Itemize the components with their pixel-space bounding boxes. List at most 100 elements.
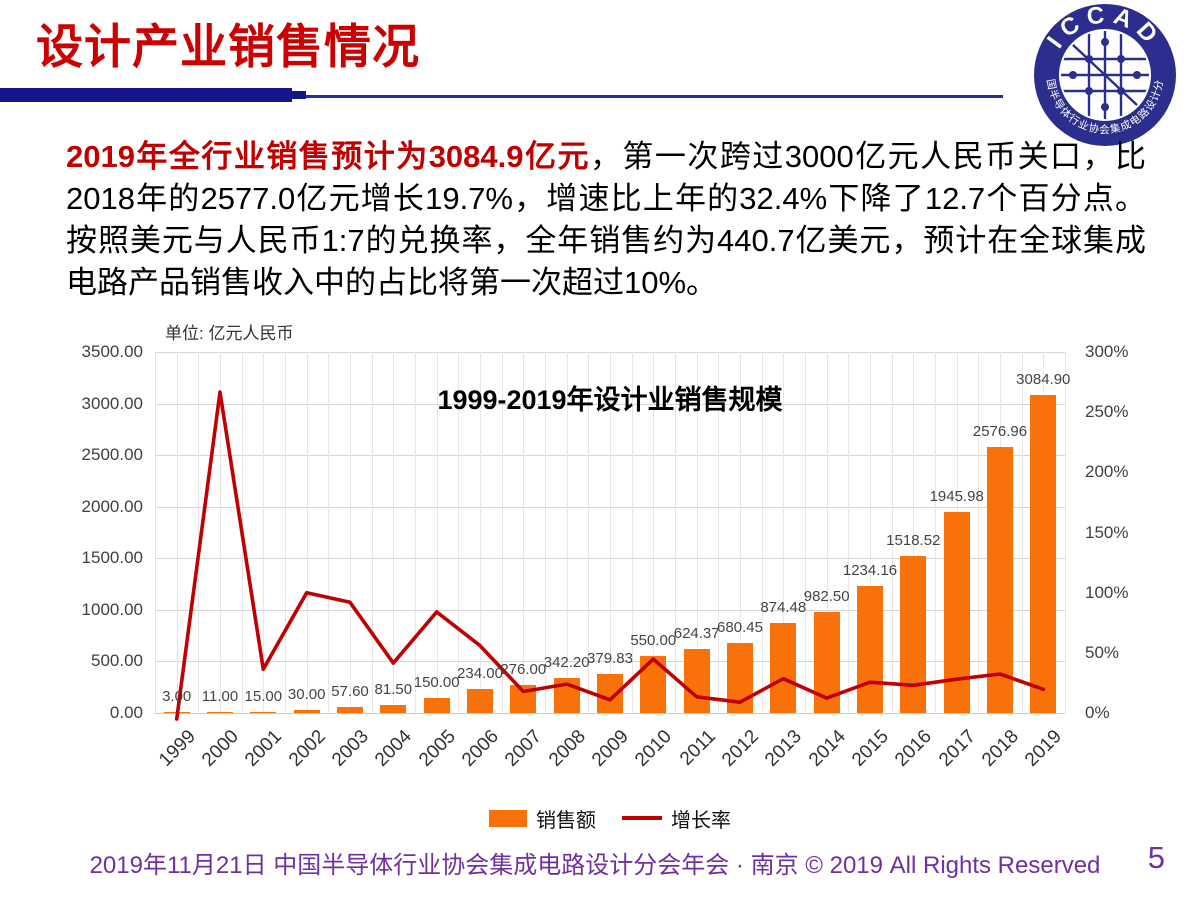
sales-bar bbox=[987, 447, 1013, 713]
sales-bar bbox=[727, 642, 753, 713]
sales-bar bbox=[683, 648, 710, 713]
title-divider-step bbox=[292, 91, 306, 99]
v-gridline bbox=[393, 352, 395, 713]
x-axis-year-label: 2002 bbox=[284, 726, 330, 771]
v-gridline bbox=[328, 352, 330, 713]
x-axis-year-label: 2016 bbox=[891, 726, 937, 771]
logo-circuit-dots bbox=[1069, 38, 1141, 111]
right-axis-tick: 250% bbox=[1085, 402, 1129, 422]
v-gridline bbox=[220, 352, 221, 713]
v-gridline bbox=[761, 352, 763, 713]
bar-value-label: 1945.98 bbox=[929, 488, 984, 506]
sales-bar bbox=[163, 712, 190, 713]
x-axis-year-label: 2001 bbox=[241, 726, 287, 771]
v-gridline bbox=[371, 352, 373, 713]
body-highlight-text: 2019年全行业销售预计为3084.9亿元 bbox=[66, 139, 590, 174]
v-gridline bbox=[415, 352, 416, 713]
x-axis-year-label: 2018 bbox=[978, 726, 1023, 771]
sales-bar bbox=[1030, 394, 1057, 713]
title-divider-thin bbox=[306, 95, 1003, 98]
v-gridline bbox=[458, 352, 460, 713]
legend-sales-label: 销售额 bbox=[536, 809, 596, 832]
body-paragraph: 2019年全行业销售预计为3084.9亿元，第一次跨过3000亿元人民币关口，比… bbox=[66, 136, 1146, 305]
x-axis-year-label: 2003 bbox=[328, 726, 373, 771]
v-gridline bbox=[523, 352, 525, 713]
sales-bar bbox=[857, 585, 883, 713]
x-axis-year-label: 2009 bbox=[588, 726, 633, 771]
sales-bar bbox=[510, 684, 537, 713]
legend-item-growth: 增长率 bbox=[622, 804, 731, 833]
sales-bar bbox=[207, 711, 233, 713]
sales-bar bbox=[900, 556, 927, 713]
left-axis-tick: 3500.00 bbox=[81, 342, 143, 361]
left-axis-tick: 3000.00 bbox=[81, 393, 143, 413]
footer-text: 2019年11月21日 中国半导体行业协会集成电路设计分会年会 · 南京 © 2… bbox=[89, 852, 1101, 879]
sales-bar bbox=[597, 673, 623, 713]
page-number: 5 bbox=[1147, 840, 1165, 875]
title-divider-thick bbox=[0, 88, 292, 102]
x-axis-year-label: 2013 bbox=[761, 726, 807, 771]
bar-value-label: 2576.96 bbox=[972, 423, 1028, 441]
v-gridline bbox=[675, 352, 676, 713]
sales-bar bbox=[770, 622, 797, 713]
x-axis-year-label: 2008 bbox=[544, 726, 590, 771]
iccad-logo: ICCAD 中国半导体行业协会集成电路设计分会 bbox=[1026, 2, 1176, 146]
bar-value-label: 1518.52 bbox=[886, 532, 941, 550]
bar-value-label: 3084.90 bbox=[1016, 370, 1071, 388]
x-axis-year-label: 2012 bbox=[718, 726, 763, 771]
v-gridline bbox=[285, 352, 286, 713]
v-gridline bbox=[176, 352, 178, 713]
bar-value-label: 680.45 bbox=[717, 618, 763, 636]
v-gridline bbox=[241, 352, 243, 713]
legend-growth-label: 增长率 bbox=[671, 809, 731, 832]
chart-legend: 销售额 增长率 bbox=[155, 804, 1065, 832]
bar-value-label: 379.83 bbox=[587, 649, 633, 667]
v-gridline bbox=[155, 352, 156, 713]
x-axis-year-label: 2007 bbox=[501, 726, 547, 771]
v-gridline bbox=[480, 352, 481, 713]
bar-value-label: 1234.16 bbox=[842, 561, 898, 579]
right-axis-tick: 200% bbox=[1085, 462, 1129, 482]
sales-swatch-icon bbox=[489, 809, 527, 827]
v-gridline bbox=[1065, 352, 1066, 713]
v-gridline bbox=[805, 352, 806, 713]
left-axis-tick: 500.00 bbox=[91, 651, 143, 671]
body-rest-text: ，第一次跨过3000亿元人民币关口，比2018年的2577.0亿元增长19.7%… bbox=[66, 139, 1146, 301]
x-axis-year-label: 2010 bbox=[631, 726, 677, 771]
v-gridline bbox=[978, 352, 980, 713]
left-axis-tick: 2000.00 bbox=[81, 496, 143, 516]
left-axis-tick: 1000.00 bbox=[81, 599, 143, 619]
v-gridline bbox=[848, 352, 850, 713]
sales-bar bbox=[423, 697, 450, 713]
sales-bar bbox=[380, 704, 407, 713]
right-axis-tick: 150% bbox=[1085, 522, 1129, 542]
chart-unit-label: 单位: 亿元人民币 bbox=[165, 324, 294, 343]
v-gridline bbox=[198, 352, 200, 713]
x-axis-year-label: 2014 bbox=[804, 726, 850, 771]
left-axis-tick: 2500.00 bbox=[81, 445, 143, 465]
v-gridline bbox=[501, 352, 503, 713]
x-axis-year-label: 2015 bbox=[848, 726, 893, 771]
bar-value-label: 982.50 bbox=[803, 587, 850, 605]
x-axis-year-label: 2017 bbox=[934, 726, 980, 771]
legend-item-sales: 销售额 bbox=[489, 804, 596, 833]
right-axis-tick: 0% bbox=[1085, 703, 1110, 722]
left-axis-tick: 0.00 bbox=[109, 703, 143, 722]
v-gridline bbox=[263, 352, 265, 713]
v-gridline bbox=[1021, 352, 1023, 713]
growth-swatch-icon bbox=[622, 816, 662, 820]
v-gridline bbox=[718, 352, 720, 713]
x-axis-year-label: 1999 bbox=[154, 726, 200, 771]
v-gridline bbox=[350, 352, 351, 713]
x-axis-year-label: 2005 bbox=[414, 726, 460, 771]
x-axis-year-label: 2004 bbox=[371, 726, 417, 771]
v-gridline bbox=[436, 352, 438, 713]
x-axis-year-label: 2006 bbox=[458, 726, 503, 771]
x-axis-year-label: 2000 bbox=[198, 726, 243, 771]
right-axis-tick: 50% bbox=[1085, 642, 1120, 662]
sales-bar bbox=[813, 611, 840, 713]
page-title: 设计产业销售情况 bbox=[36, 20, 420, 73]
sales-bar bbox=[337, 707, 363, 713]
sales-bar bbox=[293, 709, 320, 713]
